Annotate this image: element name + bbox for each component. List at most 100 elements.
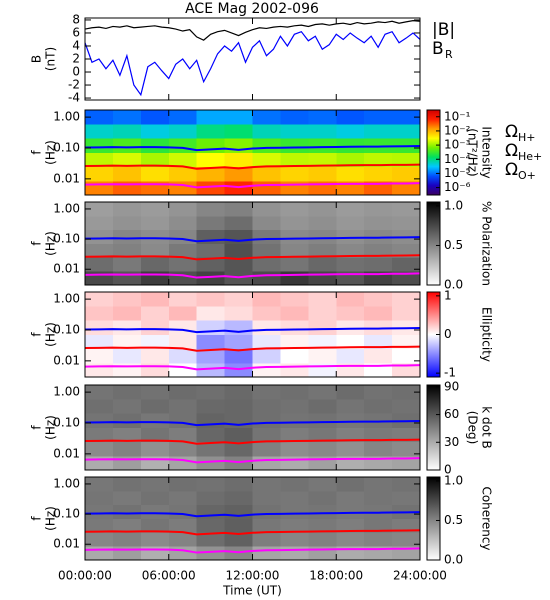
gyrofrequency-line bbox=[85, 457, 420, 464]
spectrogram-cell bbox=[252, 490, 281, 505]
y-axis-label: f bbox=[30, 516, 44, 521]
colorbar-tick-label: 0 bbox=[444, 327, 452, 341]
spectrogram-cell bbox=[224, 152, 253, 168]
colorbar-tick-label: 60 bbox=[444, 407, 459, 421]
spectrogram-cell bbox=[308, 215, 337, 230]
colorbar-label: Intensity bbox=[480, 126, 494, 178]
spectrogram-cell bbox=[280, 243, 309, 258]
panel: 1.0 0.5 0.0 % Polarization 1.00 0.10 0.01 f (Hz) bbox=[30, 198, 494, 291]
colorbar-tick-label: 1.0 bbox=[444, 198, 463, 212]
y-tick-label: 1.00 bbox=[53, 292, 80, 306]
spectrogram-cell bbox=[196, 124, 226, 139]
colorbar-tick-label: 10⁻³ bbox=[444, 138, 471, 152]
panel: 1.0 0.5 0.0 Coherency 1.00 0.10 0.01 00:00:00 06… bbox=[30, 473, 494, 597]
spectrogram-cell bbox=[364, 385, 393, 400]
spectrogram-cell bbox=[196, 152, 226, 168]
spectrogram-cell bbox=[168, 215, 198, 230]
spectrogram-cell bbox=[336, 490, 365, 505]
spectrogram-cell bbox=[224, 427, 253, 443]
spectrogram-cell bbox=[140, 320, 170, 336]
spectrogram-cell bbox=[364, 166, 393, 182]
spectrogram-cell bbox=[112, 271, 142, 285]
colorbar-tick-label: 10⁻⁴ bbox=[444, 152, 471, 166]
colorbar-tick-label: 0.5 bbox=[444, 513, 463, 527]
spectrogram-cell bbox=[140, 504, 170, 520]
spectrogram-cell bbox=[252, 215, 281, 230]
spectrogram-cell bbox=[112, 152, 142, 168]
spectrogram-cell bbox=[308, 399, 337, 414]
colorbar-label: Coherency bbox=[480, 486, 494, 550]
series-line bbox=[85, 30, 420, 97]
spectrogram-cell bbox=[140, 427, 170, 443]
spectrogram-cell bbox=[252, 243, 281, 258]
legend-symbol: Ω bbox=[505, 122, 518, 142]
spectrogram-cell bbox=[168, 455, 198, 470]
spectrogram-cell bbox=[392, 348, 420, 364]
spectrogram-cell bbox=[140, 257, 170, 272]
x-tick-label: 00:00:00 bbox=[58, 569, 112, 583]
spectrogram-cell bbox=[112, 518, 142, 533]
spectrogram-cell bbox=[196, 180, 226, 195]
spectrogram-cell bbox=[336, 348, 365, 364]
spectrogram-cell bbox=[392, 427, 420, 443]
gyrofrequency-line bbox=[85, 364, 420, 371]
spectrogram-cell bbox=[336, 124, 365, 139]
x-tick-label: 12:00:00 bbox=[226, 569, 280, 583]
spectrogram-cell bbox=[336, 477, 365, 492]
spectrogram-cell bbox=[392, 243, 420, 258]
series-line bbox=[85, 19, 420, 41]
gyrofrequency-line bbox=[85, 182, 420, 189]
spectrogram-cell bbox=[140, 180, 170, 195]
spectrogram-cell bbox=[112, 399, 142, 414]
colorbar-tick-label: 10⁻⁵ bbox=[444, 166, 471, 180]
y-tick-label: 0.01 bbox=[53, 171, 80, 185]
spectrogram-cell bbox=[224, 399, 253, 414]
spectrogram-cell bbox=[308, 532, 337, 547]
spectrogram-cell bbox=[280, 292, 309, 307]
spectrogram-cell bbox=[168, 110, 198, 125]
spectrogram-cell bbox=[85, 427, 114, 443]
spectrogram-cell bbox=[168, 427, 198, 443]
spectrogram-cell bbox=[140, 152, 170, 168]
spectrogram-cell bbox=[364, 441, 393, 457]
spectrogram-cell bbox=[140, 166, 170, 182]
spectrogram-cell bbox=[168, 385, 198, 400]
spectrogram-cell bbox=[336, 320, 365, 336]
spectrogram-cell bbox=[252, 348, 281, 364]
spectrogram-cell bbox=[85, 362, 114, 377]
y-axis-label: (Hz) bbox=[44, 506, 58, 531]
spectrogram-cell bbox=[196, 546, 226, 560]
spectrogram-cell bbox=[112, 292, 142, 307]
spectrogram-cell bbox=[168, 504, 198, 520]
spectrogram-cell bbox=[85, 441, 114, 457]
spectrogram-cell bbox=[112, 441, 142, 457]
colorbar-tick-label: 0 bbox=[444, 463, 452, 477]
spectrogram-cell bbox=[280, 110, 309, 125]
spectrogram-cell bbox=[308, 477, 337, 492]
spectrogram-cell bbox=[224, 362, 253, 377]
spectrogram-cell bbox=[364, 399, 393, 414]
spectrogram-cell bbox=[140, 518, 170, 533]
spectrogram-cell bbox=[168, 124, 198, 139]
gyrofrequency-line bbox=[85, 327, 420, 334]
spectrogram-cell bbox=[140, 271, 170, 285]
spectrogram-cell bbox=[252, 180, 281, 195]
spectrogram-cell bbox=[336, 202, 365, 217]
spectrogram-cell bbox=[224, 306, 253, 321]
spectrogram-cell bbox=[140, 490, 170, 505]
spectrogram-cell bbox=[112, 413, 142, 429]
spectrogram-cell bbox=[336, 441, 365, 457]
spectrogram-cell bbox=[364, 243, 393, 258]
spectrogram-cell bbox=[140, 138, 170, 154]
colorbar-tick-label: 0.0 bbox=[444, 553, 463, 567]
spectrogram-cell bbox=[112, 362, 142, 377]
spectrogram-cell bbox=[112, 229, 142, 245]
spectrogram-cell bbox=[336, 215, 365, 230]
spectrogram-cell bbox=[85, 532, 114, 547]
x-tick-label: 24:00:00 bbox=[393, 569, 447, 583]
y-tick-label: -4 bbox=[68, 91, 80, 105]
colorbar-label: k dot B bbox=[480, 406, 494, 448]
spectrogram-cell bbox=[336, 385, 365, 400]
spectrogram-cell bbox=[280, 320, 309, 336]
spectrogram-cell bbox=[168, 271, 198, 285]
